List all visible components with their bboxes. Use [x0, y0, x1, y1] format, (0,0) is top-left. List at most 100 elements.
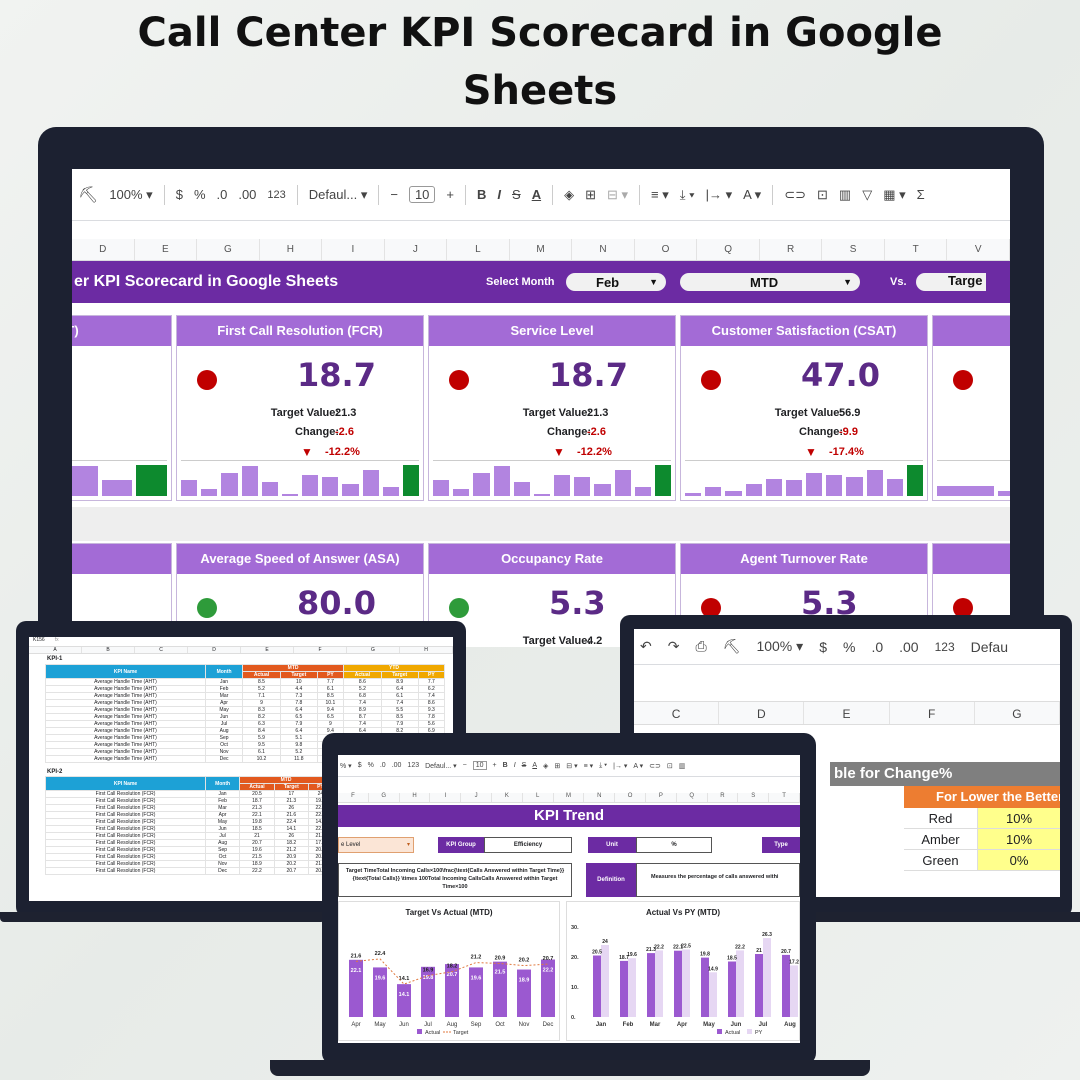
column-letter[interactable]: T: [769, 793, 800, 802]
table-cell[interactable]: 8.2: [242, 713, 281, 721]
column-letter[interactable]: B: [82, 647, 135, 653]
table-cell[interactable]: First Call Resolution (FCR): [45, 825, 206, 833]
cell-reference[interactable]: K156: [33, 637, 45, 643]
currency-button[interactable]: $: [357, 762, 362, 769]
table-cell[interactable]: First Call Resolution (FCR): [45, 797, 206, 805]
column-letter[interactable]: A: [29, 647, 82, 653]
table-cell[interactable]: Sep: [204, 846, 241, 854]
table-cell[interactable]: First Call Resolution (FCR): [45, 846, 206, 854]
table-cell[interactable]: Dec: [204, 755, 244, 763]
zoom-select[interactable]: 100% ▾: [756, 638, 804, 654]
zoom-select[interactable]: 100% ▾: [109, 186, 153, 202]
decrease-decimal-button[interactable]: .0: [871, 638, 884, 655]
vertical-align-icon[interactable]: ⤓ ▾: [679, 186, 695, 202]
merge-cells-icon[interactable]: ⊟ ▾: [566, 762, 578, 770]
chart-icon[interactable]: ▥: [838, 186, 852, 202]
font-select[interactable]: Defaul... ▾: [308, 186, 368, 202]
table-cell[interactable]: Apr: [204, 811, 241, 819]
table-cell[interactable]: 18.5: [239, 825, 275, 833]
table-cell[interactable]: 9: [242, 699, 281, 707]
table-cell[interactable]: 5.2: [343, 685, 382, 693]
undo-icon[interactable]: ↶: [640, 638, 652, 654]
table-cell[interactable]: Jan: [204, 790, 241, 798]
table-cell[interactable]: Apr: [204, 699, 244, 707]
column-letter[interactable]: G: [975, 702, 1060, 724]
fill-color-icon[interactable]: ◈: [564, 186, 575, 202]
table-cell[interactable]: 21.5: [239, 853, 275, 861]
table-cell[interactable]: 20.9: [273, 853, 309, 861]
kpi-card[interactable]: Age: [932, 543, 1010, 647]
column-letter[interactable]: R: [708, 793, 739, 802]
table-cell[interactable]: Jul: [204, 832, 241, 840]
table-cell[interactable]: Average Handle Time (AHT): [45, 699, 206, 707]
table-cell[interactable]: 4.4: [279, 685, 318, 693]
table-cell[interactable]: First Call Resolution (FCR): [45, 804, 206, 812]
print-icon[interactable]: ⎙: [695, 638, 707, 654]
kpi-card[interactable]: Net FTa: [932, 315, 1010, 501]
font-select[interactable]: Defaul... ▾: [425, 762, 457, 770]
table-cell[interactable]: 7.4: [343, 699, 382, 707]
vs-dropdown[interactable]: Targe: [916, 273, 986, 291]
table-cell[interactable]: Nov: [204, 748, 244, 756]
column-letter[interactable]: I: [322, 239, 385, 260]
table-cell[interactable]: 6.5: [316, 713, 345, 721]
text-color-icon[interactable]: A: [531, 187, 542, 202]
table-cell[interactable]: 9.3: [417, 706, 446, 714]
table-cell[interactable]: May: [204, 818, 241, 826]
table-cell[interactable]: 18.2: [273, 839, 309, 847]
table-cell[interactable]: 18.7: [239, 797, 275, 805]
column-letter[interactable]: V: [947, 239, 1010, 260]
table-cell[interactable]: First Call Resolution (FCR): [45, 811, 206, 819]
font-size-input[interactable]: 10: [408, 186, 436, 203]
font-size-minus-button[interactable]: −: [390, 187, 398, 202]
number-format-button[interactable]: 123: [934, 639, 955, 654]
column-letter[interactable]: H: [400, 647, 453, 653]
column-letter[interactable]: O: [635, 239, 698, 260]
table-cell[interactable]: 8.5: [380, 713, 419, 721]
column-letter[interactable]: R: [760, 239, 823, 260]
font-size-input[interactable]: 10: [472, 761, 487, 770]
column-letter[interactable]: Q: [677, 793, 708, 802]
table-cell[interactable]: 5.9: [242, 734, 281, 742]
table-cell[interactable]: 7.8: [279, 699, 318, 707]
table-cell[interactable]: 18.9: [239, 860, 275, 868]
table-cell[interactable]: Aug: [204, 839, 241, 847]
column-letter[interactable]: L: [523, 793, 554, 802]
table-cell[interactable]: 8.3: [242, 706, 281, 714]
column-letter[interactable]: K: [492, 793, 523, 802]
column-letter[interactable]: J: [385, 239, 448, 260]
table-cell[interactable]: 8.9: [380, 678, 419, 686]
table-cell[interactable]: 6.3: [242, 720, 281, 728]
merge-cells-icon[interactable]: ⊟ ▾: [606, 186, 629, 202]
horizontal-align-icon[interactable]: ≡ ▾: [583, 762, 594, 770]
table-cell[interactable]: Average Handle Time (AHT): [45, 727, 206, 735]
table-cell[interactable]: Feb: [204, 797, 241, 805]
column-letter[interactable]: F: [890, 702, 975, 724]
text-wrap-icon[interactable]: |→ ▾: [613, 762, 628, 770]
comment-icon[interactable]: ⊡: [816, 186, 828, 202]
table-cell[interactable]: 21: [239, 832, 275, 840]
table-cell[interactable]: 8.7: [343, 713, 382, 721]
table-cell[interactable]: May: [204, 706, 244, 714]
table-cell[interactable]: 6.2: [417, 685, 446, 693]
paint-format-icon[interactable]: ⛏: [78, 186, 99, 204]
strikethrough-icon[interactable]: S: [512, 187, 521, 202]
table-cell[interactable]: 22.4: [273, 818, 309, 826]
percent-button[interactable]: %: [367, 762, 374, 769]
table-cell[interactable]: Average Handle Time (AHT): [45, 755, 206, 763]
kpi-card[interactable]: Service Level 18.7 Target Value: Change: 21.…: [428, 315, 676, 501]
table-cell[interactable]: 21.3: [239, 804, 275, 812]
table-cell[interactable]: Average Handle Time (AHT): [45, 706, 206, 714]
column-letter[interactable]: C: [634, 702, 720, 724]
table-cell[interactable]: Average Handle Time (AHT): [45, 692, 206, 700]
column-letter[interactable]: L: [447, 239, 510, 260]
font-size-plus-button[interactable]: +: [492, 762, 497, 769]
column-letter[interactable]: S: [822, 239, 885, 260]
column-letter[interactable]: D: [188, 647, 241, 653]
threshold-value[interactable]: 0%: [978, 850, 1060, 870]
table-cell[interactable]: Dec: [204, 867, 241, 875]
table-cell[interactable]: 9.5: [242, 741, 281, 749]
table-cell[interactable]: 22.1: [239, 811, 275, 819]
column-letter[interactable]: N: [572, 239, 635, 260]
table-cell[interactable]: 9.8: [279, 741, 318, 749]
